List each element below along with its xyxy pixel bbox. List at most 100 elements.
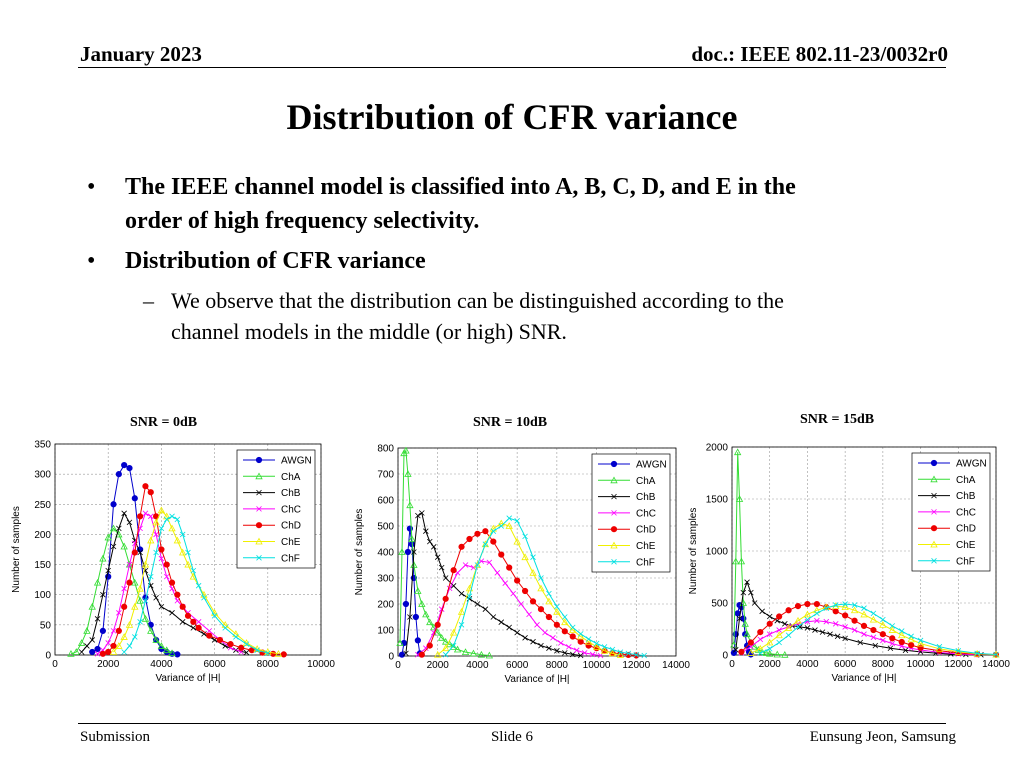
data-point-chf: [569, 624, 576, 631]
legend-marker-awgn: [930, 459, 938, 467]
data-point-chb: [736, 615, 743, 622]
data-point-chf: [851, 602, 858, 608]
data-point-chb: [498, 619, 505, 625]
data-point-cha: [741, 619, 749, 627]
data-point-chd: [110, 642, 117, 650]
data-point-che: [553, 607, 561, 615]
data-point-che: [766, 638, 774, 646]
legend-label-cha: ChA: [636, 476, 656, 487]
data-point-chc: [518, 601, 524, 607]
data-point-chc: [116, 610, 122, 616]
y-tick-label: 50: [40, 620, 52, 631]
y-tick-label: 800: [377, 444, 394, 455]
data-point-chc: [494, 570, 501, 576]
data-point-chc: [534, 622, 540, 628]
data-point-chd: [776, 613, 783, 620]
data-point-chb: [530, 638, 536, 645]
data-point-chd: [195, 624, 202, 631]
legend-marker-che: [610, 541, 618, 549]
data-point-chf: [795, 624, 801, 630]
data-point-chc: [832, 621, 839, 627]
data-point-chd: [206, 632, 213, 639]
data-point-awgn: [115, 471, 122, 478]
data-point-awgn: [99, 627, 106, 634]
legend-label-chb: ChB: [281, 488, 301, 499]
series-line-chf: [123, 515, 268, 654]
data-point-chb: [94, 616, 101, 622]
x-tick-label: 6000: [203, 659, 226, 670]
data-point-chf: [195, 582, 202, 589]
data-point-chf: [442, 651, 449, 658]
data-point-chd: [785, 607, 792, 614]
data-point-che: [513, 537, 521, 545]
data-point-chc: [110, 628, 117, 634]
data-point-chc: [823, 618, 830, 625]
legend-marker-chb: [931, 492, 937, 499]
data-point-awgn: [734, 610, 741, 617]
data-point-awgn: [412, 613, 419, 621]
data-point-chc: [766, 631, 773, 637]
data-point-chd: [537, 606, 545, 613]
data-point-chf: [641, 652, 648, 659]
data-point-awgn: [404, 548, 412, 556]
header-doc-number: doc.: IEEE 802.11-23/0032r0: [691, 42, 948, 66]
data-point-che: [616, 651, 625, 658]
data-point-cha: [93, 578, 102, 586]
data-point-chd: [105, 648, 112, 656]
data-point-cha: [750, 642, 759, 650]
sub-bullet-line1: We observe that the distribution can be …: [171, 288, 784, 313]
data-point-chf: [121, 649, 127, 655]
data-point-cha: [737, 557, 746, 565]
legend-marker-chc: [931, 509, 937, 515]
data-point-cha: [426, 618, 434, 626]
data-point-chd: [238, 644, 245, 651]
data-point-chb: [243, 649, 250, 656]
data-point-chd: [142, 483, 149, 490]
data-point-chb: [782, 621, 788, 627]
data-point-chc: [776, 627, 782, 633]
data-point-chb: [744, 579, 750, 585]
data-point-awgn: [126, 465, 133, 472]
data-point-chf: [474, 562, 481, 568]
data-point-cha: [168, 649, 176, 657]
data-point-chb: [857, 639, 864, 646]
legend-label-chd: ChD: [956, 524, 976, 535]
data-point-chf: [174, 516, 181, 523]
y-tick-label: 1000: [706, 547, 729, 558]
data-point-chb: [153, 594, 159, 601]
data-point-chd: [163, 561, 170, 568]
data-point-chf: [917, 637, 924, 644]
data-point-chf: [625, 650, 632, 657]
series-chd: [99, 483, 287, 658]
data-point-chb: [827, 631, 833, 637]
legend: AWGN ChA ChB ChC ChD ChE ChF: [911, 452, 991, 572]
data-point-chb: [732, 647, 739, 653]
data-point-cha: [441, 637, 450, 645]
data-point-awgn: [174, 651, 181, 658]
data-point-che: [147, 536, 155, 544]
data-point-chd: [898, 638, 905, 646]
data-point-chb: [562, 650, 568, 656]
x-axis-label: Variance of |H|: [155, 673, 220, 684]
legend-marker-cha: [255, 472, 263, 480]
data-point-chd: [216, 636, 224, 644]
data-point-chd: [738, 648, 745, 655]
x-tick-label: 8000: [257, 659, 280, 670]
x-axis-label: Variance of |H|: [831, 673, 896, 684]
data-point-chb: [121, 510, 127, 517]
y-tick-label: 200: [377, 600, 394, 611]
series-chb: [732, 579, 984, 658]
data-point-chf: [490, 528, 497, 534]
data-point-chf: [546, 590, 552, 597]
data-point-chc: [462, 562, 469, 568]
data-point-chd: [458, 543, 465, 550]
data-point-chb: [423, 528, 429, 534]
data-point-chf: [993, 651, 999, 658]
data-point-chd: [569, 633, 576, 640]
data-point-chc: [163, 573, 170, 580]
series-chb: [78, 510, 250, 656]
data-point-chd: [158, 546, 165, 553]
data-point-chb: [126, 519, 133, 526]
data-point-che: [537, 584, 545, 592]
legend-marker-chc: [611, 510, 617, 516]
